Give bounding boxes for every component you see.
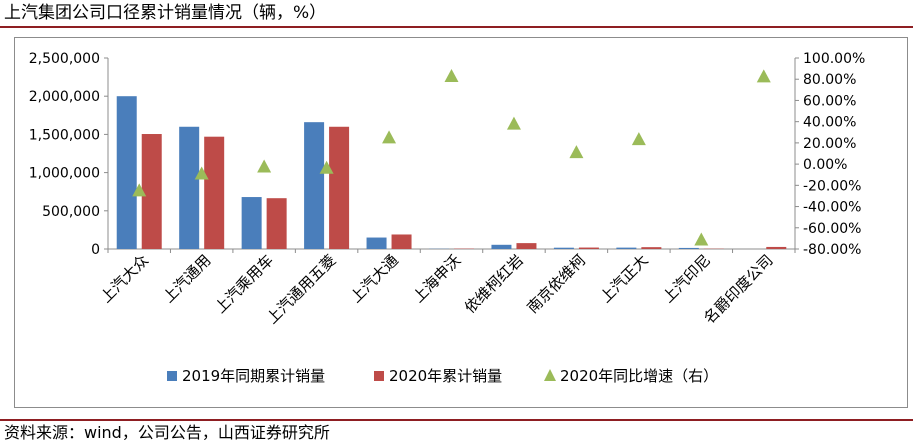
legend-label: 2019年同期累计销量 (182, 367, 325, 385)
growth-marker (194, 166, 209, 180)
bar-2020 (141, 134, 162, 249)
right-axis-tick-label: -20.00% (803, 178, 861, 194)
x-axis-category-label: 上汽正大 (597, 251, 652, 306)
right-axis-tick-label: 20.00% (803, 136, 856, 152)
left-axis-tick-label: 1,500,000 (29, 127, 100, 143)
left-axis-tick-label: 1,000,000 (29, 166, 100, 182)
bar-2019 (116, 96, 137, 249)
right-axis-tick-label: 40.00% (803, 115, 856, 131)
bar-2020 (641, 247, 662, 249)
x-axis-category-label: 上汽大众 (97, 251, 152, 306)
growth-marker (319, 160, 334, 174)
source-note: 资料来源：wind，公司公告，山西证券研究所 (4, 423, 330, 442)
title-divider (0, 26, 913, 28)
left-axis-tick-label: 500,000 (42, 204, 100, 220)
growth-marker (257, 159, 272, 173)
bar-2019 (491, 244, 512, 249)
source-divider (0, 419, 913, 421)
growth-marker (132, 183, 147, 197)
bar-2020 (204, 136, 225, 249)
left-axis-tick-label: 2,000,000 (29, 89, 100, 105)
legend-label: 2020年累计销量 (389, 367, 502, 385)
growth-marker (382, 130, 397, 144)
growth-marker (444, 69, 459, 83)
left-axis-tick-label: 2,500,000 (29, 51, 100, 67)
right-axis-tick-label: 80.00% (803, 72, 856, 88)
bar-2019 (304, 122, 325, 249)
legend-label: 2020年同比增速（右） (560, 367, 718, 385)
bar-2020 (329, 126, 350, 249)
right-axis-tick-label: 60.00% (803, 93, 856, 109)
chart-container: 0 500,000 1,000,000 1,500,000 2,000,000 2,500… (14, 37, 908, 408)
left-axis-tick-label: 0 (91, 242, 100, 258)
bar-2019 (241, 197, 262, 249)
right-axis-tick-label: -60.00% (803, 221, 861, 237)
x-axis-category-label: 依维柯红岩 (461, 251, 527, 317)
x-axis-category-label: 上汽通用 (159, 251, 214, 306)
growth-marker (631, 132, 646, 146)
bar-2019 (616, 247, 637, 249)
x-axis-category-label: 南京依维柯 (523, 251, 589, 317)
bar-2020 (391, 234, 412, 249)
growth-marker (569, 145, 584, 159)
sales-chart: 0 500,000 1,000,000 1,500,000 2,000,000 2,500… (29, 51, 866, 385)
x-axis-category-label: 上海申沃 (409, 251, 464, 306)
bar-2020 (516, 243, 537, 249)
legend-swatch (167, 371, 177, 381)
bar-2020 (266, 198, 287, 249)
legend-swatch (374, 371, 384, 381)
x-axis-category-label: 上汽乘用车 (211, 251, 277, 317)
bar-2019 (678, 247, 699, 249)
bar-2019 (553, 247, 574, 249)
right-axis-tick-label: 100.00% (803, 51, 865, 67)
bar-2019 (366, 237, 387, 249)
right-axis-tick-label: 0.00% (803, 157, 847, 173)
growth-marker (756, 69, 771, 83)
page-title: 上汽集团公司口径累计销量情况（辆，%） (4, 3, 327, 23)
right-axis-tick-label: -80.00% (803, 242, 861, 258)
bar-2020 (766, 246, 787, 249)
x-axis-category-label: 上汽印尼 (659, 251, 714, 306)
bar-2020 (578, 247, 599, 249)
legend-swatch (544, 369, 556, 381)
growth-marker (506, 116, 521, 130)
x-axis-category-label: 上汽大通 (347, 251, 402, 306)
right-axis-tick-label: -40.00% (803, 200, 861, 216)
growth-marker (694, 232, 709, 246)
bar-2019 (179, 126, 200, 249)
